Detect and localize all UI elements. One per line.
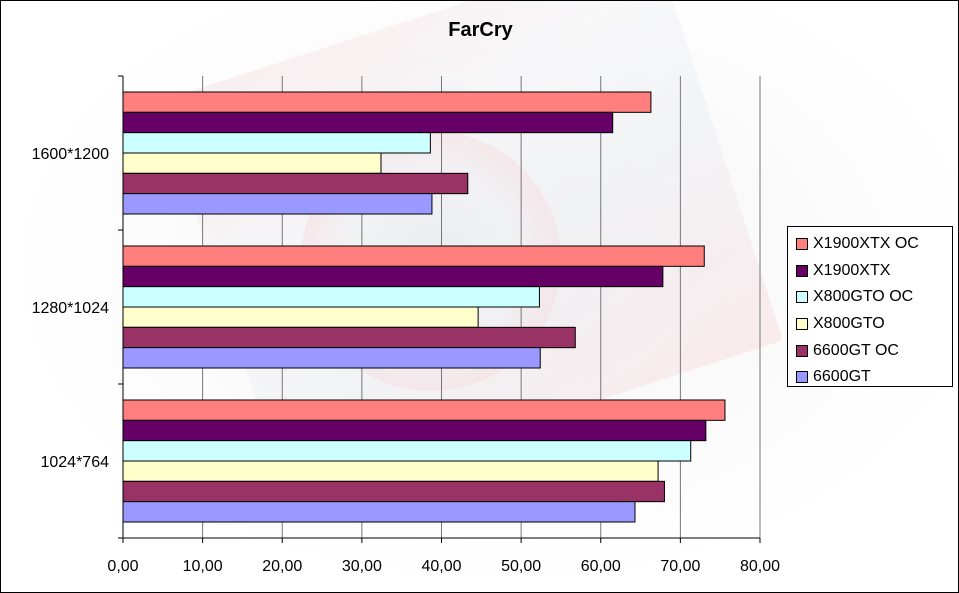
y-tick-label: 1280*1024 [32, 300, 110, 317]
y-tick-label: 1024*764 [40, 454, 109, 471]
x-tick-label: 70,00 [660, 558, 700, 575]
legend-label: 6600GT [813, 368, 871, 386]
bar-x800gto-oc [122, 440, 692, 462]
bar-6600gt-oc [122, 172, 469, 195]
chart-legend: X1900XTX OC X1900XTX X800GTO OC X800GTO 6600… [787, 226, 953, 387]
bar-x1900xtx-oc [122, 91, 652, 113]
legend-item: X800GTO [796, 311, 952, 338]
x-tick-label: 20,00 [262, 558, 302, 575]
bar-x800gto [122, 460, 659, 482]
legend-swatch [796, 344, 808, 357]
bar-6600gt [122, 501, 636, 523]
bar-6600gt-oc [122, 480, 665, 503]
x-tick-label: 10,00 [183, 558, 223, 575]
legend-swatch [796, 318, 808, 331]
y-tick-label: 1600*1200 [32, 146, 110, 163]
legend-label: X1900XTX [813, 261, 891, 279]
x-tick-label: 30,00 [342, 558, 382, 575]
x-tick-label: 80,00 [740, 558, 780, 575]
legend-item: X1900XTX OC [796, 231, 952, 258]
bar-x800gto [122, 152, 382, 174]
legend-swatch [796, 291, 808, 304]
bar-x800gto [122, 306, 479, 328]
legend-swatch [796, 238, 808, 251]
legend-label: 6600GT OC [813, 341, 899, 359]
bar-x1900xtx [122, 111, 614, 134]
legend-item: 6600GT [796, 364, 952, 391]
bar-x800gto-oc [122, 286, 540, 308]
bar-x800gto-oc [122, 132, 431, 154]
x-tick-label: 60,00 [581, 558, 621, 575]
chart-title: FarCry [448, 19, 513, 41]
x-tick-label: 50,00 [501, 558, 541, 575]
bar-6600gt [122, 193, 433, 215]
bar-x1900xtx [122, 265, 664, 288]
legend-swatch [796, 264, 808, 277]
legend-label: X800GTO OC [813, 288, 914, 306]
x-tick-label: 0,00 [107, 558, 138, 575]
legend-swatch [796, 371, 808, 384]
legend-item: X1900XTX [796, 258, 952, 285]
bar-6600gt-oc [122, 326, 576, 349]
bar-6600gt [122, 347, 541, 369]
legend-item: 6600GT OC [796, 337, 952, 364]
bar-x1900xtx [122, 419, 707, 442]
bar-x1900xtx-oc [122, 399, 726, 421]
legend-item: X800GTO OC [796, 284, 952, 311]
legend-label: X800GTO [813, 315, 885, 333]
bar-x1900xtx-oc [122, 245, 705, 267]
legend-label: X1900XTX OC [813, 235, 919, 253]
x-tick-label: 40,00 [421, 558, 461, 575]
